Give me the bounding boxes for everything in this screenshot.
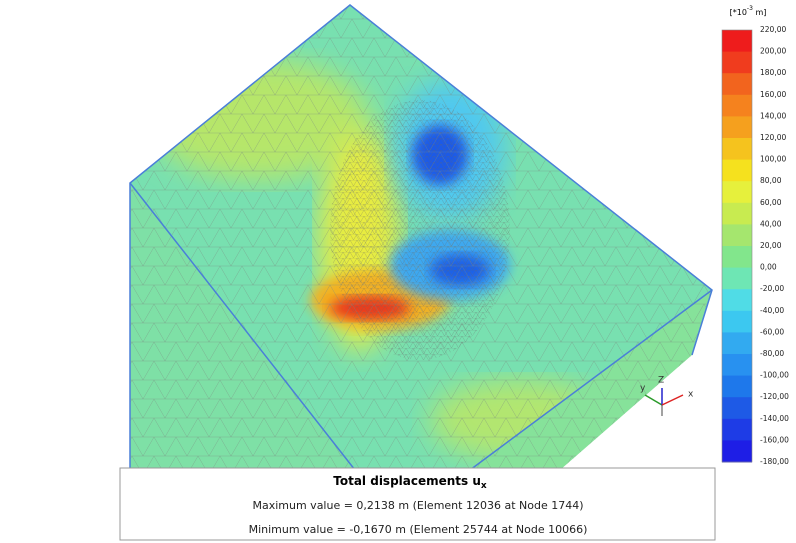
- axis-triad: y Z x: [640, 376, 694, 416]
- legend-band: [722, 418, 752, 441]
- legend-label: 20,00: [760, 241, 782, 250]
- model-edge: [469, 289, 713, 471]
- legend-band: [722, 202, 752, 225]
- legend-label: 100,00: [760, 155, 786, 164]
- axis-label: x: [688, 390, 694, 400]
- contours: [130, 5, 712, 470]
- legend-band: [722, 246, 752, 269]
- legend-band: [722, 440, 752, 463]
- axis-label: Z: [658, 376, 664, 386]
- info-title: Total displacements ux: [333, 474, 487, 491]
- axis-x: [661, 394, 684, 406]
- legend-label: 200,00: [760, 47, 786, 56]
- unit-exponent: -3: [747, 5, 753, 12]
- info-box: [119, 467, 716, 541]
- legend-label: 0,00: [760, 263, 777, 272]
- legend-band: [722, 116, 752, 139]
- legend-band: [722, 181, 752, 204]
- info-title-text: Total displacements u: [333, 474, 481, 488]
- legend-label: -60,00: [760, 327, 784, 336]
- refined-mesh: [330, 100, 510, 360]
- axis-label: y: [640, 384, 646, 394]
- legend-band: [722, 310, 752, 333]
- legend: [*10-3 m] 220,00 200,00 180,00 160,00 140,00…: [721, 5, 789, 466]
- legend-band: [722, 30, 752, 53]
- info-max: Maximum value = 0,2138 m (Element 12036 …: [252, 499, 583, 512]
- legend-label: 160,00: [760, 90, 786, 99]
- legend-label: -80,00: [760, 349, 784, 358]
- legend-label: 180,00: [760, 68, 786, 77]
- legend-label: -180,00: [760, 457, 789, 466]
- legend-label: -140,00: [760, 414, 789, 423]
- legend-band: [722, 397, 752, 420]
- legend-band: [722, 224, 752, 247]
- unit-suffix: m]: [753, 8, 766, 17]
- legend-band: [722, 51, 752, 74]
- info-title-subscript: x: [481, 481, 487, 491]
- legend-label: -20,00: [760, 284, 784, 293]
- unit-prefix: [*10: [730, 8, 747, 17]
- legend-band: [722, 138, 752, 161]
- legend-band: [722, 332, 752, 355]
- legend-label: -40,00: [760, 306, 784, 315]
- legend-label: 140,00: [760, 111, 786, 120]
- axis-y: [644, 394, 663, 406]
- legend-label: 220,00: [760, 25, 786, 34]
- legend-band: [722, 159, 752, 182]
- legend-band: [722, 289, 752, 312]
- model-edge: [129, 4, 713, 470]
- legend-frame: [721, 29, 753, 463]
- legend-label: -160,00: [760, 435, 789, 444]
- legend-label: 40,00: [760, 219, 782, 228]
- model: [129, 4, 713, 471]
- legend-band: [722, 267, 752, 290]
- info-min: Minimum value = -0,1670 m (Element 25744…: [249, 523, 588, 536]
- legend-label: 120,00: [760, 133, 786, 142]
- model-edge: [129, 182, 356, 471]
- legend-band: [722, 354, 752, 377]
- legend-label: -120,00: [760, 392, 789, 401]
- legend-unit: [*10-3 m]: [730, 5, 767, 17]
- legend-band: [722, 94, 752, 117]
- legend-band: [722, 73, 752, 96]
- legend-label: 80,00: [760, 176, 782, 185]
- legend-band: [722, 375, 752, 398]
- legend-label: 60,00: [760, 198, 782, 207]
- legend-label: -100,00: [760, 371, 789, 380]
